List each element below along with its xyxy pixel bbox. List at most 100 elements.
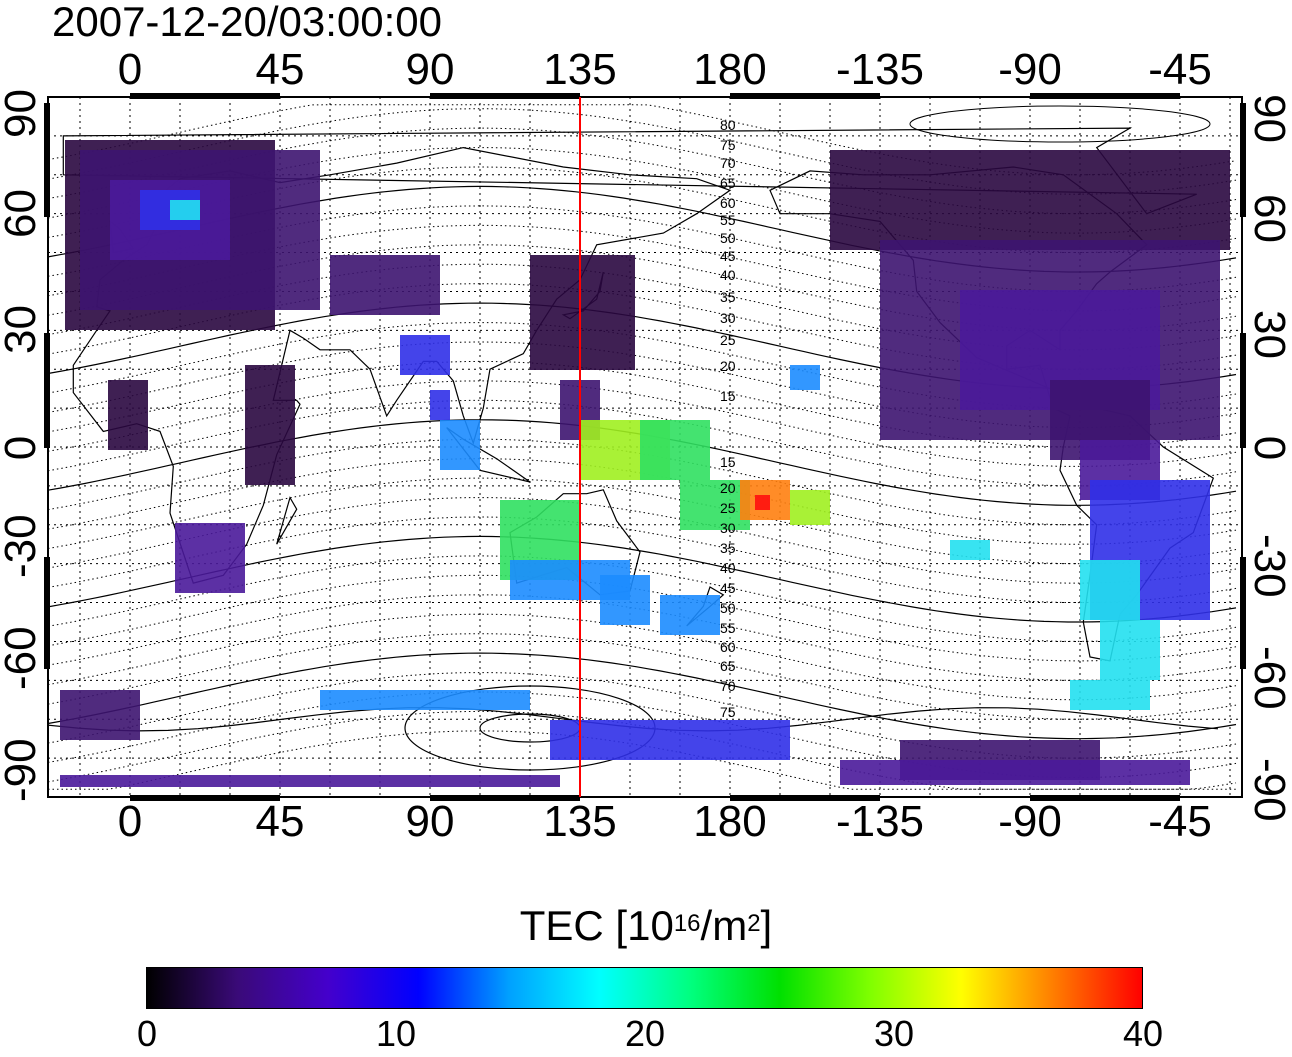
magnetic-latitude-label: 45	[720, 248, 736, 264]
tec-patch	[1070, 680, 1150, 710]
magnetic-latitude-label: 20	[720, 358, 736, 374]
top-lon-label: 45	[255, 45, 305, 94]
magnetic-latitude-label: 45	[720, 580, 736, 596]
colorbar-title: TEC [1016/m2]	[0, 903, 1292, 949]
top-lon-label: -135	[835, 45, 925, 94]
tec-patch	[600, 575, 650, 625]
tec-patch	[950, 540, 990, 560]
magnetic-latitude-label: 15	[720, 454, 736, 470]
tec-patch	[175, 523, 245, 593]
magnetic-latitude-label: 50	[720, 600, 736, 616]
tec-patch	[430, 390, 450, 420]
tec-patch	[755, 495, 770, 510]
top-lon-label: 135	[543, 45, 617, 94]
bottom-lon-label: -45	[1148, 797, 1212, 846]
magnetic-contour	[47, 555, 1237, 642]
tec-patch	[108, 380, 148, 450]
magnetic-contour	[47, 613, 1237, 701]
colorbar-tick: 30	[873, 1013, 915, 1054]
bottom-lon-label: 135	[543, 797, 617, 846]
bottom-lon-label: -90	[998, 797, 1062, 846]
tec-patch	[830, 150, 1230, 250]
tec-patch	[60, 775, 560, 787]
top-lon-label: 90	[405, 45, 455, 94]
magnetic-latitude-label: 40	[720, 267, 736, 283]
tec-patch	[1080, 560, 1140, 620]
magnetic-latitude-label: 35	[720, 540, 736, 556]
magnetic-latitude-label: 25	[720, 332, 736, 348]
magnetic-contour	[47, 497, 1237, 584]
magnetic-contour	[47, 360, 1237, 448]
magnetic-contour	[47, 710, 1237, 790]
magnetic-latitude-label: 80	[720, 117, 736, 133]
magnetic-latitude-label: 50	[720, 230, 736, 246]
bottom-lon-label: 0	[117, 797, 143, 846]
tec-patch	[400, 335, 450, 375]
top-lon-label: -90	[998, 45, 1062, 94]
tec-patch	[170, 200, 200, 220]
magnetic-contour	[47, 652, 1237, 740]
tec-patch	[320, 690, 530, 710]
magnetic-contour	[47, 438, 1237, 526]
magnetic-latitude-label: 30	[720, 520, 736, 536]
frame-tick-bars	[44, 93, 1246, 801]
tec-patch	[330, 255, 440, 315]
tec-patch	[680, 480, 750, 530]
magnetic-latitude-label: 60	[720, 195, 736, 211]
magnetic-latitude-label: 25	[720, 500, 736, 516]
tec-data-cells	[60, 140, 1230, 787]
magnetic-contour	[47, 594, 1237, 681]
tec-patch	[60, 690, 140, 740]
magnetic-latitude-label: 75	[720, 137, 736, 153]
magnetic-pole-contour	[909, 105, 1211, 143]
tec-patch	[245, 365, 295, 485]
bottom-lon-label: 90	[405, 797, 455, 846]
tec-patch	[640, 420, 710, 480]
magnetic-latitude-label: 65	[720, 175, 736, 191]
magnetic-contour	[47, 574, 1237, 662]
colorbar-title-unit: /m	[700, 902, 748, 949]
magnetic-contour	[47, 535, 1237, 623]
magnetic-contour	[47, 633, 1237, 720]
tec-patch	[660, 595, 720, 635]
magnetic-latitude-label: 65	[720, 658, 736, 674]
magnetic-latitude-label: 35	[720, 289, 736, 305]
magnetic-latitude-label: 75	[720, 704, 736, 720]
magnetic-latitude-label: 40	[720, 560, 736, 576]
magnetic-latitude-label: 55	[720, 620, 736, 636]
coastline	[276, 496, 298, 545]
timestamp-title: 2007-12-20/03:00:00	[52, 0, 442, 45]
magnetic-latitude-label: 20	[720, 480, 736, 496]
top-lon-label: -45	[1148, 45, 1212, 94]
magnetic-latitude-label: 60	[720, 639, 736, 655]
magnetic-contour	[47, 380, 1237, 467]
magnetic-contour	[47, 104, 1237, 176]
tec-patch	[1100, 620, 1160, 680]
magnetic-latitude-label: 15	[720, 388, 736, 404]
magnetic-latitude-label: 70	[720, 155, 736, 171]
coastline	[72, 146, 732, 584]
magnetic-latitude-labels: 8075706560555045403530252015152025303540…	[720, 117, 736, 720]
colorbar-tick: 0	[136, 1013, 158, 1054]
magnetic-latitude-label: 30	[720, 310, 736, 326]
colorbar-title-close: ]	[760, 902, 773, 949]
tec-patch	[840, 760, 1190, 785]
tec-patch	[550, 720, 790, 760]
colorbar-tick: 20	[624, 1013, 666, 1054]
bottom-lon-label: 45	[255, 797, 305, 846]
colorbar-title-text: TEC [10	[519, 902, 674, 949]
colorbar-tick: 10	[375, 1013, 417, 1054]
bottom-lon-label: 180	[693, 797, 767, 846]
magnetic-contour	[47, 477, 1237, 565]
colorbar-tick: 40	[1122, 1013, 1164, 1054]
bottom-lon-label: -135	[835, 797, 925, 846]
magnetic-contour	[47, 516, 1237, 604]
magnetic-contour	[47, 399, 1237, 487]
magnetic-latitude-label: 70	[720, 678, 736, 694]
tec-patch	[440, 420, 480, 470]
colorbar-title-exponent: 16	[673, 910, 701, 937]
colorbar-title-exponent2: 2	[747, 910, 761, 937]
top-lon-label: 0	[117, 45, 143, 94]
magnetic-latitude-label: 55	[720, 212, 736, 228]
